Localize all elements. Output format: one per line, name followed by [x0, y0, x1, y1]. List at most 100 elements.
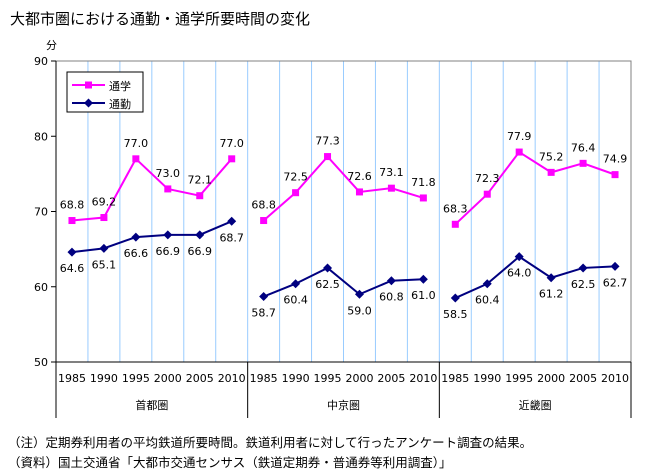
data-label: 68.8: [60, 199, 85, 212]
data-point: [515, 148, 523, 156]
y-axis-label: 分: [46, 39, 57, 52]
x-tick-label: 1995: [314, 372, 342, 385]
data-label: 62.5: [571, 278, 596, 291]
group-label: 首都圏: [135, 398, 168, 412]
data-point: [579, 159, 587, 167]
data-label: 64.6: [60, 262, 85, 275]
data-point: [259, 292, 269, 302]
data-point: [483, 190, 491, 198]
x-tick-label: 1985: [58, 372, 86, 385]
x-tick-label: 1990: [473, 372, 501, 385]
data-point: [260, 217, 268, 225]
legend-marker: [85, 81, 92, 89]
legend-box: [66, 71, 144, 113]
data-label: 77.0: [124, 137, 149, 150]
data-point: [610, 261, 620, 271]
data-point: [514, 252, 524, 262]
legend-label: 通勤: [109, 98, 131, 111]
data-label: 72.1: [188, 174, 213, 187]
data-label: 77.9: [507, 130, 532, 143]
x-tick-label: 1985: [441, 372, 469, 385]
data-point: [163, 230, 173, 240]
data-point: [227, 216, 237, 226]
x-tick-label: 2000: [154, 372, 182, 385]
data-point: [195, 230, 205, 240]
data-point: [547, 168, 555, 176]
data-point: [164, 185, 172, 193]
data-label: 66.6: [124, 247, 149, 260]
data-point: [578, 263, 588, 273]
y-tick-label: 90: [34, 55, 48, 68]
x-tick-label: 2005: [569, 372, 597, 385]
data-label: 65.1: [92, 258, 117, 271]
data-label: 60.4: [283, 294, 308, 307]
data-point: [99, 243, 109, 253]
data-label: 69.2: [92, 196, 117, 209]
data-label: 77.0: [219, 137, 244, 150]
data-label: 68.8: [251, 199, 276, 212]
data-label: 66.9: [156, 245, 181, 258]
data-point: [196, 192, 204, 200]
data-label: 77.3: [315, 135, 340, 148]
data-point: [67, 247, 77, 257]
data-point: [292, 189, 300, 197]
data-point: [611, 171, 619, 179]
data-label: 73.0: [156, 167, 181, 180]
x-tick-label: 1990: [282, 372, 310, 385]
data-point: [131, 232, 141, 242]
data-point: [451, 220, 459, 228]
x-tick-label: 2005: [186, 372, 214, 385]
series-line-通勤: [263, 266, 424, 298]
data-point: [450, 293, 460, 303]
x-tick-label: 2000: [345, 372, 373, 385]
data-point: [68, 217, 76, 225]
data-label: 61.2: [539, 288, 564, 301]
data-label: 64.0: [507, 267, 532, 280]
data-label: 75.2: [539, 150, 564, 163]
data-point: [100, 214, 108, 222]
source-text: （資料）国土交通省「大都市交通センサス（鉄道定期券・普通券等利用調査）」: [8, 455, 452, 470]
data-label: 60.4: [475, 294, 500, 307]
data-point: [228, 155, 236, 163]
x-tick-label: 2000: [537, 372, 565, 385]
y-tick-label: 70: [34, 206, 48, 219]
data-label: 62.7: [603, 276, 628, 289]
data-label: 72.3: [475, 172, 500, 185]
series-line-通学: [71, 157, 233, 222]
series-line-通学: [262, 155, 424, 222]
data-point: [387, 184, 395, 192]
data-point: [418, 274, 428, 284]
data-label: 62.5: [315, 278, 340, 291]
y-tick-label: 50: [34, 356, 48, 369]
legend-label: 通学: [109, 79, 131, 93]
data-point: [291, 279, 301, 289]
series-line-通勤: [454, 255, 616, 299]
data-label: 76.4: [571, 141, 596, 154]
data-point: [132, 155, 140, 163]
data-point: [323, 263, 333, 273]
data-label: 58.7: [251, 307, 276, 320]
data-point: [324, 153, 332, 161]
data-label: 72.5: [283, 171, 308, 184]
x-tick-label: 1995: [122, 372, 150, 385]
data-point: [419, 194, 427, 202]
chart-title: 大都市圏における通勤・通学所要時間の変化: [10, 10, 311, 28]
data-label: 73.1: [379, 166, 404, 179]
data-point: [355, 188, 363, 196]
x-tick-label: 2010: [601, 372, 629, 385]
x-tick-label: 1995: [505, 372, 533, 385]
x-tick-label: 2005: [377, 372, 405, 385]
data-label: 72.6: [347, 170, 372, 183]
series-line-通勤: [71, 220, 233, 254]
data-label: 74.9: [603, 153, 628, 166]
data-point: [386, 276, 396, 286]
data-label: 59.0: [347, 304, 372, 317]
x-tick-label: 1985: [250, 372, 278, 385]
data-label: 68.3: [443, 202, 468, 215]
data-point: [354, 289, 364, 299]
group-label: 中京圏: [327, 398, 360, 412]
x-tick-label: 1990: [90, 372, 118, 385]
y-tick-label: 60: [34, 281, 48, 294]
